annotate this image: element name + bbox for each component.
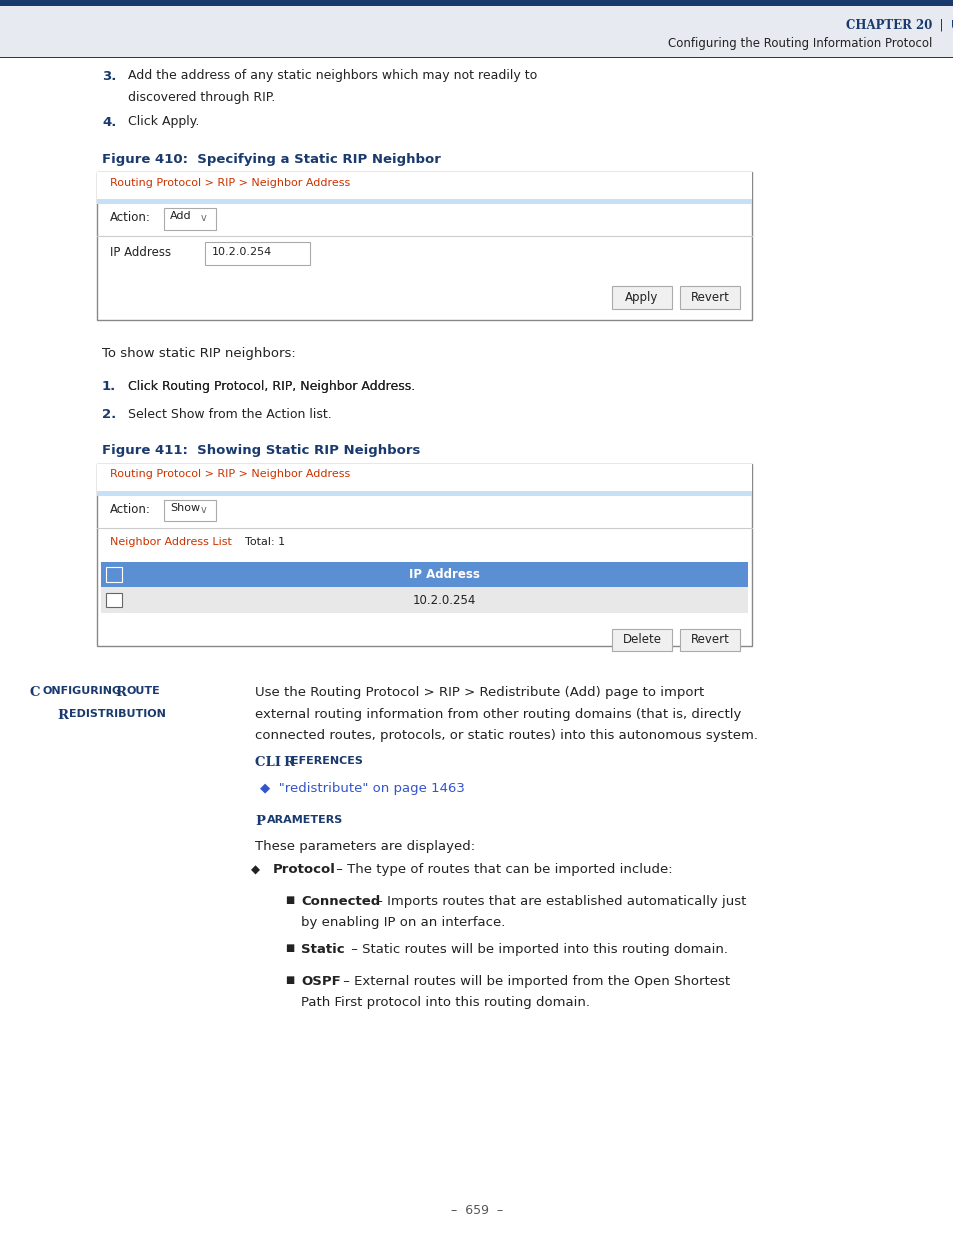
Text: CLI: CLI — [254, 757, 285, 769]
Text: by enabling IP on an interface.: by enabling IP on an interface. — [301, 916, 505, 930]
Bar — [101, 588, 747, 613]
Text: – The type of routes that can be imported include:: – The type of routes that can be importe… — [331, 863, 672, 877]
Text: P: P — [254, 815, 265, 827]
Text: 2.: 2. — [102, 409, 116, 421]
Bar — [679, 629, 740, 651]
Text: C: C — [30, 687, 40, 699]
Text: 10.2.0.254: 10.2.0.254 — [212, 247, 272, 258]
Text: CHAPTER 20: CHAPTER 20 — [844, 19, 931, 32]
Text: R: R — [57, 709, 68, 722]
Text: EDISTRIBUTION: EDISTRIBUTION — [69, 709, 165, 720]
Text: – Static routes will be imported into this routing domain.: – Static routes will be imported into th… — [347, 944, 727, 956]
Text: Path First protocol into this routing domain.: Path First protocol into this routing do… — [301, 997, 589, 1009]
Text: 3.: 3. — [102, 69, 116, 83]
Bar — [205, 242, 310, 264]
Text: |  Unicast Routing: | Unicast Routing — [931, 19, 953, 32]
Bar — [612, 629, 671, 651]
Text: Click Routing Protocol, RIP, Neighbor Address.: Click Routing Protocol, RIP, Neighbor Ad… — [128, 380, 415, 394]
Text: IP Address: IP Address — [409, 568, 479, 582]
Text: ◆  "redistribute" on page 1463: ◆ "redistribute" on page 1463 — [260, 782, 464, 795]
Text: Protocol: Protocol — [273, 863, 335, 877]
Text: Add the address of any static neighbors which may not readily to: Add the address of any static neighbors … — [128, 69, 537, 83]
Text: 1.: 1. — [102, 380, 116, 394]
Bar — [101, 562, 747, 588]
Text: OUTE: OUTE — [127, 687, 160, 697]
Bar — [97, 464, 751, 646]
Text: Total: 1: Total: 1 — [237, 537, 285, 547]
Text: ■: ■ — [285, 944, 294, 953]
Text: EFERENCES: EFERENCES — [292, 757, 363, 767]
Bar — [679, 287, 740, 309]
Bar — [612, 287, 671, 309]
Text: Use the Routing Protocol > RIP > Redistribute (Add) page to import: Use the Routing Protocol > RIP > Redistr… — [254, 687, 703, 699]
Text: Select Show from the Action list.: Select Show from the Action list. — [128, 409, 332, 421]
Text: Routing Protocol > RIP > Neighbor Address: Routing Protocol > RIP > Neighbor Addres… — [110, 178, 350, 188]
Text: Add: Add — [170, 211, 192, 221]
Text: Delete: Delete — [622, 634, 660, 646]
Bar — [0, 5, 953, 58]
Bar — [97, 173, 751, 199]
Text: Apply: Apply — [624, 291, 658, 304]
Bar — [97, 464, 751, 492]
Text: Connected: Connected — [301, 895, 380, 908]
Bar — [97, 199, 751, 205]
Text: – Imports routes that are established automatically just: – Imports routes that are established au… — [372, 895, 746, 908]
Text: connected routes, protocols, or static routes) into this autonomous system.: connected routes, protocols, or static r… — [254, 730, 758, 742]
Text: Neighbor Address List: Neighbor Address List — [110, 537, 232, 547]
Text: v: v — [201, 214, 207, 224]
Text: R: R — [283, 757, 294, 769]
Bar — [106, 568, 121, 582]
Bar — [164, 500, 215, 521]
Text: Click Apply.: Click Apply. — [128, 116, 199, 128]
Text: Configuring the Routing Information Protocol: Configuring the Routing Information Prot… — [667, 37, 931, 49]
Text: ■: ■ — [285, 895, 294, 905]
Bar — [0, 0, 953, 5]
Bar — [97, 492, 751, 496]
Text: Show: Show — [170, 504, 200, 514]
Text: ARAMETERS: ARAMETERS — [266, 815, 342, 825]
Text: OSPF: OSPF — [301, 974, 340, 988]
Text: ONFIGURING: ONFIGURING — [43, 687, 121, 697]
Text: Revert: Revert — [690, 291, 729, 304]
Text: Revert: Revert — [690, 634, 729, 646]
Text: To show static RIP neighbors:: To show static RIP neighbors: — [102, 347, 295, 361]
Text: IP Address: IP Address — [110, 247, 171, 259]
Text: – External routes will be imported from the Open Shortest: – External routes will be imported from … — [339, 974, 730, 988]
Text: These parameters are displayed:: These parameters are displayed: — [254, 841, 475, 853]
Text: Action:: Action: — [110, 504, 151, 516]
Text: R: R — [115, 687, 126, 699]
Text: external routing information from other routing domains (that is, directly: external routing information from other … — [254, 708, 740, 721]
Text: Routing Protocol > RIP > Neighbor Address: Routing Protocol > RIP > Neighbor Addres… — [110, 469, 350, 479]
Bar — [97, 173, 751, 321]
Text: Figure 410:  Specifying a Static RIP Neighbor: Figure 410: Specifying a Static RIP Neig… — [102, 152, 440, 165]
Text: v: v — [201, 505, 207, 515]
Text: 10.2.0.254: 10.2.0.254 — [413, 594, 476, 606]
Text: Click Routing Protocol, RIP, Neighbor Address.: Click Routing Protocol, RIP, Neighbor Ad… — [128, 380, 415, 394]
Bar — [164, 209, 215, 230]
Text: Action:: Action: — [110, 211, 151, 225]
Bar — [106, 593, 121, 608]
Text: –  659  –: – 659 – — [451, 1204, 502, 1216]
Text: discovered through RIP.: discovered through RIP. — [128, 91, 275, 104]
Text: Figure 411:  Showing Static RIP Neighbors: Figure 411: Showing Static RIP Neighbors — [102, 445, 420, 457]
Text: 4.: 4. — [102, 116, 116, 128]
Text: ◆: ◆ — [251, 863, 260, 877]
Text: ■: ■ — [285, 974, 294, 986]
Text: Static: Static — [301, 944, 344, 956]
